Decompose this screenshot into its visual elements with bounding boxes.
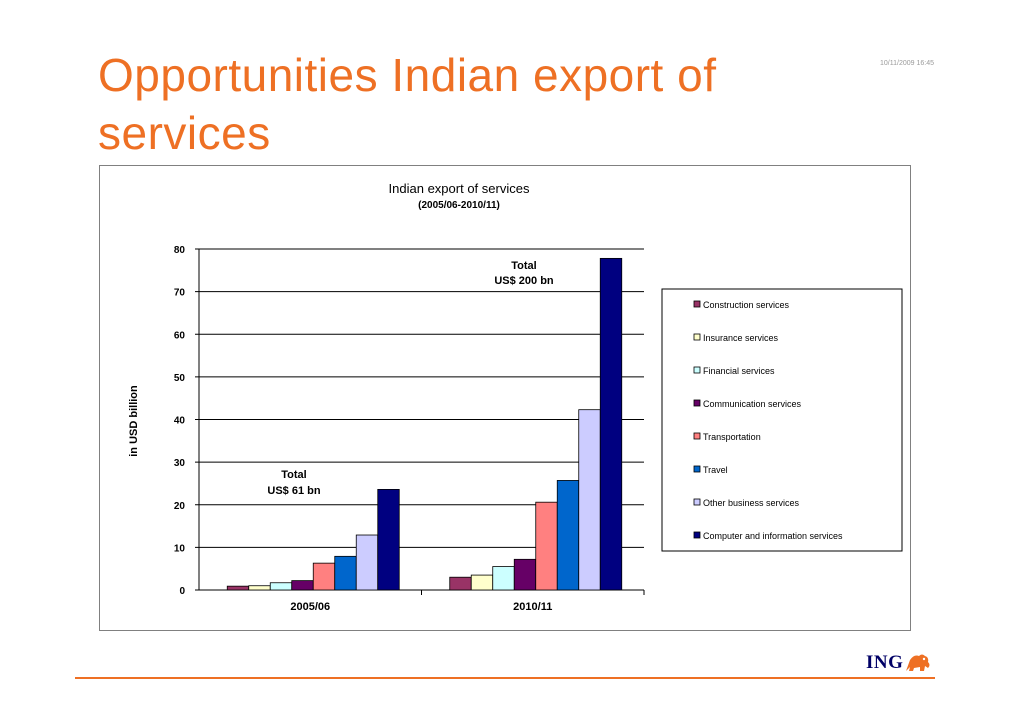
- chart-frame: Indian export of services (2005/06-2010/…: [99, 165, 911, 631]
- bar: [377, 489, 400, 591]
- legend-label: Financial services: [703, 366, 775, 376]
- legend-swatch: [693, 300, 701, 308]
- x-tick-label: 2010/11: [513, 601, 552, 613]
- legend-swatch: [693, 465, 701, 473]
- y-axis-label: in USD billion: [128, 385, 140, 457]
- legend-swatch: [693, 498, 701, 506]
- bar: [248, 585, 271, 591]
- slide-title: Opportunities Indian export of services: [98, 49, 717, 159]
- bar: [513, 558, 537, 591]
- footer-divider: [75, 677, 935, 679]
- bar: [556, 480, 580, 591]
- legend-label: Communication services: [703, 399, 802, 409]
- legend-swatch: [693, 333, 701, 341]
- legend-label: Construction services: [703, 300, 790, 310]
- bar: [226, 585, 250, 591]
- legend-label: Travel: [703, 465, 728, 475]
- bar: [492, 566, 515, 591]
- y-tick-label: 0: [179, 586, 185, 597]
- x-tick-label: 2005/06: [290, 601, 330, 613]
- total-annotation-value: US$ 61 bn: [267, 485, 320, 497]
- y-tick-label: 80: [174, 245, 186, 256]
- chart-subtitle: (2005/06-2010/11): [418, 200, 500, 211]
- legend-box: [661, 288, 903, 552]
- chart-svg: Indian export of services (2005/06-2010/…: [128, 181, 903, 613]
- lion-icon: [906, 654, 930, 671]
- bar: [578, 409, 601, 591]
- legend-label: Insurance services: [703, 333, 779, 343]
- total-annotation-value: US$ 200 bn: [494, 275, 554, 287]
- legend-swatch: [693, 432, 701, 440]
- bar: [535, 501, 558, 591]
- slide-date: 10/11/2009 16:45: [880, 60, 934, 67]
- legend-label: Other business services: [703, 498, 800, 508]
- bar: [355, 534, 379, 591]
- ing-logo-text: ING: [866, 652, 904, 673]
- y-tick-label: 40: [174, 416, 186, 427]
- chart-title: Indian export of services: [389, 181, 530, 196]
- bar: [312, 562, 336, 591]
- y-tick-label: 50: [174, 373, 186, 384]
- legend-swatch: [693, 531, 701, 539]
- y-tick-label: 20: [174, 501, 186, 512]
- legend-swatch: [693, 399, 701, 407]
- y-tick-label: 70: [174, 288, 186, 299]
- bar: [334, 555, 357, 591]
- legend-label: Computer and information services: [703, 531, 843, 541]
- bar: [291, 580, 314, 591]
- ing-logo: ING: [866, 650, 933, 676]
- total-annotation-label: Total: [281, 469, 306, 481]
- bar: [269, 582, 293, 591]
- bar: [449, 576, 472, 591]
- y-tick-label: 30: [174, 458, 186, 469]
- legend-swatch: [693, 366, 701, 374]
- bar: [470, 574, 494, 591]
- legend-label: Transportation: [703, 432, 761, 442]
- y-tick-label: 10: [174, 543, 186, 554]
- bar: [599, 257, 623, 591]
- total-annotation-label: Total: [511, 260, 536, 272]
- y-tick-label: 60: [174, 330, 186, 341]
